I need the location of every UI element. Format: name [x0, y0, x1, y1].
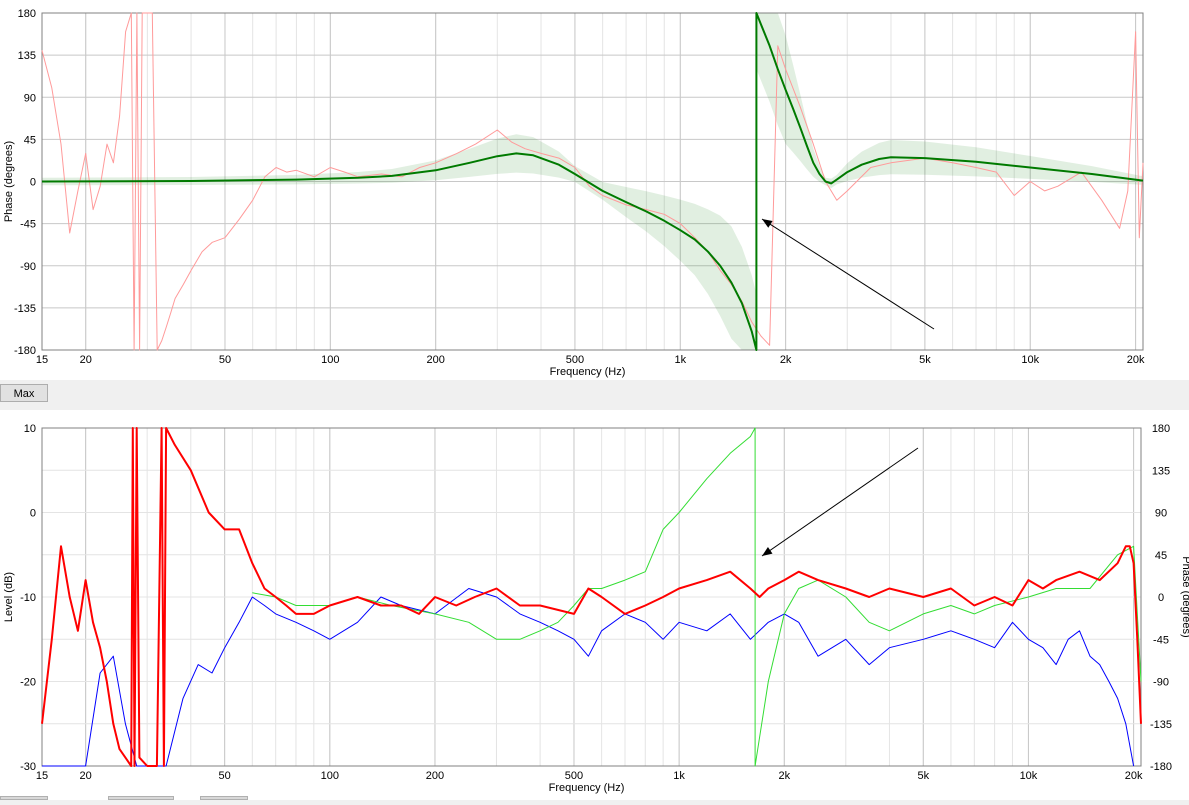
x-axis-label: Frequency (Hz)	[549, 782, 625, 794]
annotation-arrow-top-shaft	[761, 218, 935, 330]
x-tick-label: 500	[565, 770, 583, 782]
x-tick-label: 1k	[673, 770, 685, 782]
y2-tick-label: -180	[1150, 761, 1172, 773]
x-tick-label: 20k	[1127, 354, 1145, 366]
x-tick-label: 500	[566, 354, 584, 366]
series-line-0	[41, 427, 1142, 767]
x-tick-label: 15	[36, 354, 48, 366]
x-axis-label: Frequency (Hz)	[550, 366, 626, 378]
x-tick-label: 20	[80, 770, 92, 782]
x-tick-label: 10k	[1020, 770, 1038, 782]
y-tick-label: 0	[30, 177, 36, 189]
x-tick-label: 5k	[919, 354, 931, 366]
x-tick-label: 15	[36, 770, 48, 782]
y2-tick-label: 180	[1152, 423, 1170, 435]
y-tick-label: 135	[18, 50, 36, 62]
y2-axis-label: Phase (degrees)	[1180, 556, 1189, 637]
level-chart-panel: 15 20 50 100 200 500 1k 2k 5k 10k 20k 10 0 -10 -20 -30 1…	[0, 410, 1189, 800]
y-tick-label: 45	[24, 134, 36, 146]
y2-tick-label: -135	[1150, 719, 1172, 731]
x-tick-label: 20k	[1125, 770, 1143, 782]
series-line-2	[42, 588, 1135, 767]
plot-frame	[41, 427, 1142, 767]
y-tick-label: -20	[20, 677, 36, 689]
level-chart: 15 20 50 100 200 500 1k 2k 5k 10k 20k100-10-20-301…	[3, 423, 1189, 794]
phase-chart: 15 20 50 100 200 500 1k 2k 5k 10k 20k 180 135 90 45 0 -4…	[3, 8, 1145, 378]
x-tick-label: 50	[219, 354, 231, 366]
max-button[interactable]: Max	[0, 384, 48, 402]
x-tick-label: 2k	[780, 354, 792, 366]
series-line-0	[41, 12, 1144, 351]
x-tick-label: 10k	[1021, 354, 1039, 366]
phase-confidence-band	[42, 13, 1143, 350]
x-tick-label: 200	[426, 354, 444, 366]
y-tick-label: -10	[20, 592, 36, 604]
y-axis-label: Phase (degrees)	[3, 141, 15, 222]
y-tick-label: -45	[20, 219, 36, 231]
bottom-tab-2[interactable]	[108, 796, 174, 800]
series-line-1	[41, 12, 1144, 351]
x-tick-label: 100	[321, 770, 339, 782]
y2-tick-label: 90	[1155, 508, 1167, 520]
bottom-tab-3[interactable]	[200, 796, 248, 800]
y2-tick-label: 0	[1158, 592, 1164, 604]
y2-tick-label: -45	[1153, 634, 1169, 646]
annotation-arrow-bottom-head	[762, 547, 773, 556]
y2-tick-label: -90	[1153, 677, 1169, 689]
y-tick-label: -135	[14, 303, 36, 315]
bottom-tab-1[interactable]	[0, 796, 48, 800]
y-tick-label: 0	[30, 508, 36, 520]
y-tick-label: 10	[24, 423, 36, 435]
series-line-1	[252, 427, 1142, 767]
y-tick-label: 180	[18, 8, 36, 20]
x-tick-label: 5k	[917, 770, 929, 782]
x-tick-label: 50	[219, 770, 231, 782]
x-tick-label: 20	[80, 354, 92, 366]
x-tick-label: 2k	[778, 770, 790, 782]
x-tick-label: 100	[321, 354, 339, 366]
y-axis-label: Level (dB)	[3, 572, 15, 622]
x-tick-label: 1k	[674, 354, 686, 366]
toolbar-strip	[0, 380, 1189, 411]
annotation-arrow-bottom-shaft	[761, 447, 919, 557]
y2-tick-label: 45	[1155, 550, 1167, 562]
y-tick-label: -90	[20, 261, 36, 273]
phase-chart-panel: 15 20 50 100 200 500 1k 2k 5k 10k 20k 180 135 90 45 0 -4…	[0, 0, 1189, 380]
y-tick-label: -30	[20, 761, 36, 773]
x-tick-label: 200	[426, 770, 444, 782]
major-grid	[41, 427, 1141, 767]
y2-tick-label: 135	[1152, 465, 1170, 477]
annotation-arrow-top-head	[762, 219, 773, 228]
y-tick-label: -180	[14, 345, 36, 357]
y-tick-label: 90	[24, 92, 36, 104]
